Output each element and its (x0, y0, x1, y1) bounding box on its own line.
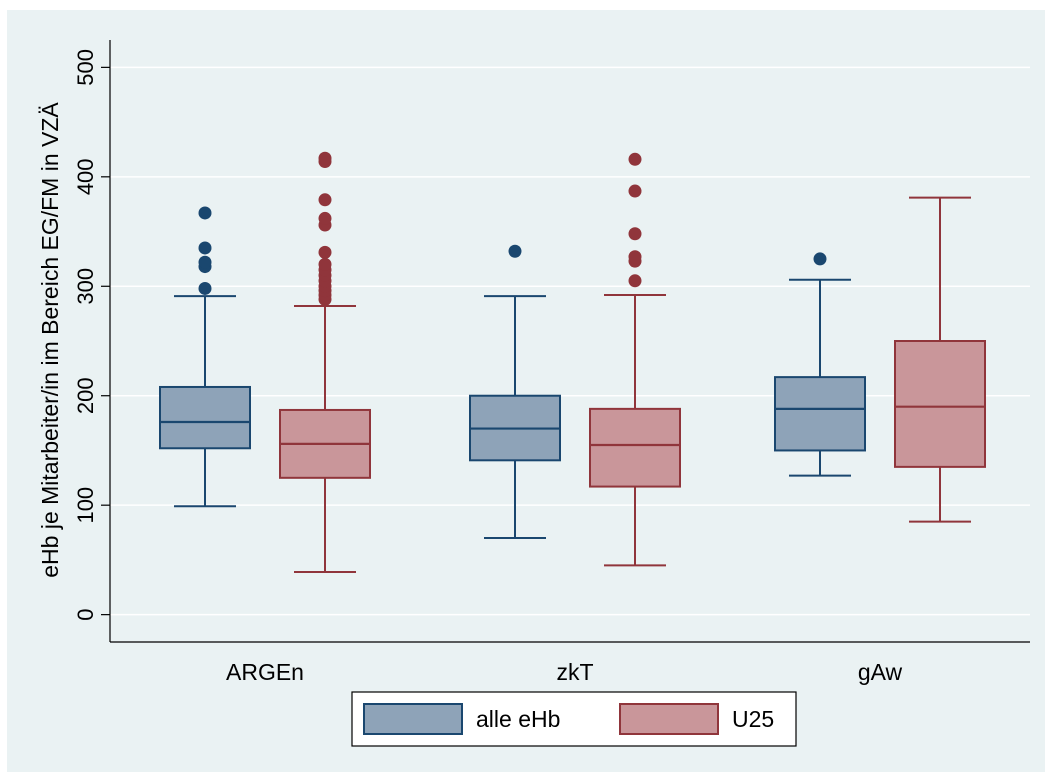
outlier-u25-zkt-3 (628, 227, 642, 241)
legend-layer: alle eHb U25 (351, 691, 797, 747)
box-u25-zkt (589, 407, 681, 488)
outlier-u25-zkt-5 (628, 152, 642, 166)
outlier-alle-argen-4 (198, 206, 212, 220)
box-alle-gaw (774, 376, 866, 452)
outlier-u25-argen-8 (318, 245, 332, 259)
axis-layer: 0 100 200 300 400 500 ARGEn zkT gAw (73, 40, 1030, 685)
legend-label-1: U25 (732, 706, 774, 732)
outlier-u25-zkt-0 (628, 274, 642, 288)
outlier-u25-argen-13 (318, 151, 332, 165)
box-u25-gaw (894, 340, 986, 468)
outlier-alle-zkt-0 (508, 244, 522, 258)
y-tick-label-0: 0 (73, 609, 98, 621)
outlier-u25-zkt-2 (628, 250, 642, 264)
y-tick-label-300: 300 (73, 268, 98, 305)
grid-layer (110, 66, 1030, 616)
outlier-u25-argen-7 (318, 257, 332, 271)
outlier-u25-zkt-4 (628, 184, 642, 198)
plot-area (110, 40, 1030, 642)
y-tick-label-100: 100 (73, 487, 98, 524)
legend-label-0: alle eHb (476, 706, 560, 732)
outlier-u25-argen-11 (318, 193, 332, 207)
y-tick-label-400: 400 (73, 158, 98, 195)
legend-swatch-0 (363, 703, 463, 735)
x-tick-label-gaw: gAw (858, 659, 903, 685)
outlier-alle-argen-3 (198, 241, 212, 255)
outlier-alle-gaw-0 (813, 252, 827, 266)
x-tick-label-argen: ARGEn (226, 659, 304, 685)
y-tick-label-500: 500 (73, 49, 98, 86)
x-tick-label-zkt: zkT (556, 659, 593, 685)
box-layer (159, 151, 986, 573)
outlier-u25-argen-10 (318, 211, 332, 225)
legend-swatch-1 (619, 703, 719, 735)
outlier-alle-argen-2 (198, 255, 212, 269)
y-axis-label: eHb je Mitarbeiter/in im Bereich EG/FM i… (37, 102, 63, 578)
y-tick-label-200: 200 (73, 377, 98, 414)
box-alle-argen (159, 385, 251, 450)
outlier-alle-argen-0 (198, 281, 212, 295)
